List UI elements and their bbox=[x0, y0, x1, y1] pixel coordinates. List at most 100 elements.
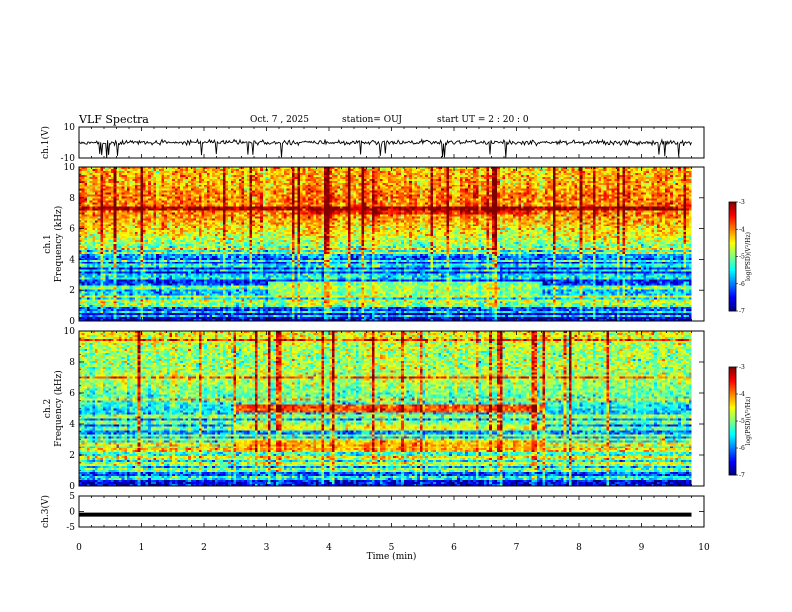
ch1-colorbar-swatch bbox=[729, 269, 736, 272]
ch2-colorbar-swatch bbox=[729, 383, 736, 386]
ch1-colorbar-swatch bbox=[729, 238, 736, 241]
ch1-colorbar-swatch bbox=[729, 298, 736, 301]
ch2-colorbar-swatch bbox=[729, 415, 736, 418]
ch2-colorbar-swatch bbox=[729, 399, 736, 402]
ch1-spec-ytick-label: 4 bbox=[69, 255, 75, 265]
ch2-spec-ytick-label: 0 bbox=[69, 482, 75, 492]
ch1-colorbar-swatch bbox=[729, 265, 736, 268]
ch1-colorbar-swatch bbox=[729, 278, 736, 281]
time-tick-label: 8 bbox=[576, 543, 582, 553]
ch1-colorbar-swatch bbox=[729, 225, 736, 228]
ch2-spec-ytick-label: 6 bbox=[69, 389, 75, 399]
ch2-colorbar-tick-label: -7 bbox=[739, 472, 745, 479]
ch2-colorbar-swatch bbox=[729, 426, 736, 429]
ch1-colorbar-swatch bbox=[729, 292, 736, 295]
ch2-colorbar-tick-label: -3 bbox=[739, 364, 745, 371]
ch2-colorbar-swatch bbox=[729, 464, 736, 467]
ch1-spec-ytick-label: 10 bbox=[64, 163, 76, 173]
ch1-colorbar-swatch bbox=[729, 267, 736, 270]
ch1-spec-ytick-label: 2 bbox=[69, 286, 75, 296]
time-tick-label: 10 bbox=[698, 543, 710, 553]
ch2-colorbar-swatch bbox=[729, 404, 736, 407]
ch1-colorbar-swatch bbox=[729, 252, 736, 255]
ch1-colorbar-swatch bbox=[729, 214, 736, 217]
ch2-colorbar-swatch bbox=[729, 374, 736, 377]
ch1-colorbar-swatch bbox=[729, 263, 736, 266]
ch2-spec-ytick-label: 8 bbox=[69, 358, 75, 368]
ch1-colorbar-swatch bbox=[729, 274, 736, 277]
time-tick-label: 1 bbox=[139, 543, 145, 553]
ch1-colorbar-swatch bbox=[729, 256, 736, 259]
ch1-spec-ytick-label: 0 bbox=[69, 317, 75, 327]
ch1-colorbar-swatch bbox=[729, 309, 736, 312]
ch2-colorbar-swatch bbox=[729, 372, 736, 375]
time-axis-label: Time (min) bbox=[367, 551, 417, 562]
ch3-ylabel: ch.3(V) bbox=[40, 495, 51, 528]
ch1-waveform-panel: 10 -10 ch.1(V) bbox=[40, 123, 705, 164]
ch2-colorbar-swatch bbox=[729, 433, 736, 436]
ch2-colorbar-swatch bbox=[729, 446, 736, 449]
ch1-colorbar-tick-label: -3 bbox=[739, 199, 745, 206]
ch2-spec-ylabel: Frequency (kHz) bbox=[53, 370, 64, 447]
ch1-spec-ylabel: Frequency (kHz) bbox=[53, 206, 64, 283]
ch2-colorbar-swatch bbox=[729, 467, 736, 470]
ch2-colorbar-swatch bbox=[729, 473, 736, 476]
ch1-colorbar-swatch bbox=[729, 254, 736, 257]
ch2-colorbar-swatch bbox=[729, 435, 736, 438]
time-tick-label: 4 bbox=[326, 543, 332, 553]
ch1-colorbar-swatch bbox=[729, 296, 736, 299]
ch1-colorbar-swatch bbox=[729, 300, 736, 303]
ch1-colorbar-swatch bbox=[729, 258, 736, 261]
ch2-colorbar-swatch bbox=[729, 462, 736, 465]
ch2-colorbar-swatch bbox=[729, 388, 736, 391]
ch2-colorbar-swatch bbox=[729, 408, 736, 411]
ch2-colorbar-swatch bbox=[729, 424, 736, 427]
ch2-colorbar-swatch bbox=[729, 457, 736, 460]
ch2-spec-ytick-label: 4 bbox=[69, 420, 75, 430]
time-tick-label: 5 bbox=[389, 543, 395, 553]
ch2-colorbar-swatch bbox=[729, 381, 736, 384]
ch1-colorbar-swatch bbox=[729, 209, 736, 212]
ch1-colorbar-swatch bbox=[729, 251, 736, 254]
ch2-colorbar-swatch bbox=[729, 417, 736, 420]
time-tick-label: 7 bbox=[514, 543, 520, 553]
ch1-colorbar-swatch bbox=[729, 261, 736, 265]
ch2-colorbar-swatch bbox=[729, 367, 736, 370]
ch3-waveform-panel: 5 0 -5 ch.3(V) bbox=[40, 492, 705, 533]
ch1-colorbar-swatch bbox=[729, 305, 736, 308]
chart-title: VLF Spectra bbox=[79, 113, 149, 126]
ch2-colorbar-swatch bbox=[729, 431, 736, 434]
ch2-spec-ytick-label: 2 bbox=[69, 451, 75, 461]
start-time-label: start UT = 2 : 20 : 0 bbox=[437, 115, 529, 125]
ch3-ytick-label: 0 bbox=[69, 508, 75, 518]
ch2-colorbar-tick-label: -6 bbox=[739, 445, 745, 452]
ch2-colorbar-swatch bbox=[729, 413, 736, 416]
ch1-colorbar-swatch bbox=[729, 249, 736, 252]
ch1-colorbar-swatch bbox=[729, 221, 736, 225]
ch2-colorbar-swatch bbox=[729, 453, 736, 456]
ch2-colorbar-swatch bbox=[729, 449, 736, 452]
ch1-colorbar-swatch bbox=[729, 294, 736, 297]
ch2-colorbar-label: log(PSD)(V²/Hz) bbox=[745, 397, 752, 446]
ch2-colorbar-swatch bbox=[729, 471, 736, 474]
ch1-colorbar-swatch bbox=[729, 216, 736, 219]
ch3-ytick-label: 5 bbox=[69, 492, 75, 502]
ch2-spec-channel-label: ch.2 bbox=[43, 399, 53, 418]
ch1-colorbar-swatch bbox=[729, 301, 736, 305]
ch2-colorbar-swatch bbox=[729, 412, 736, 415]
ch2-colorbar-swatch bbox=[729, 401, 736, 404]
ch1-colorbar-swatch bbox=[729, 245, 736, 248]
ch2-colorbar-swatch bbox=[729, 466, 736, 469]
ch1-spectrogram-panel: 0 2 4 6 8 10 ch.1 Frequency (kHz) bbox=[43, 163, 705, 327]
ch2-spec-ytick-label: 10 bbox=[64, 327, 76, 337]
ch1-colorbar-swatch bbox=[729, 281, 736, 285]
ch2-colorbar-swatch bbox=[729, 430, 736, 433]
ch2-colorbar-swatch bbox=[729, 370, 736, 373]
ch1-colorbar-swatch bbox=[729, 223, 736, 226]
ch2-colorbar-swatch bbox=[729, 458, 736, 461]
ch1-colorbar-tick-label: -5 bbox=[739, 254, 745, 261]
time-axis: 0 1 2 3 4 5 6 7 8 9 10 Time (min) bbox=[76, 543, 710, 562]
ch1-colorbar-swatch bbox=[729, 280, 736, 283]
ch3-ytick-label: -5 bbox=[66, 523, 75, 533]
